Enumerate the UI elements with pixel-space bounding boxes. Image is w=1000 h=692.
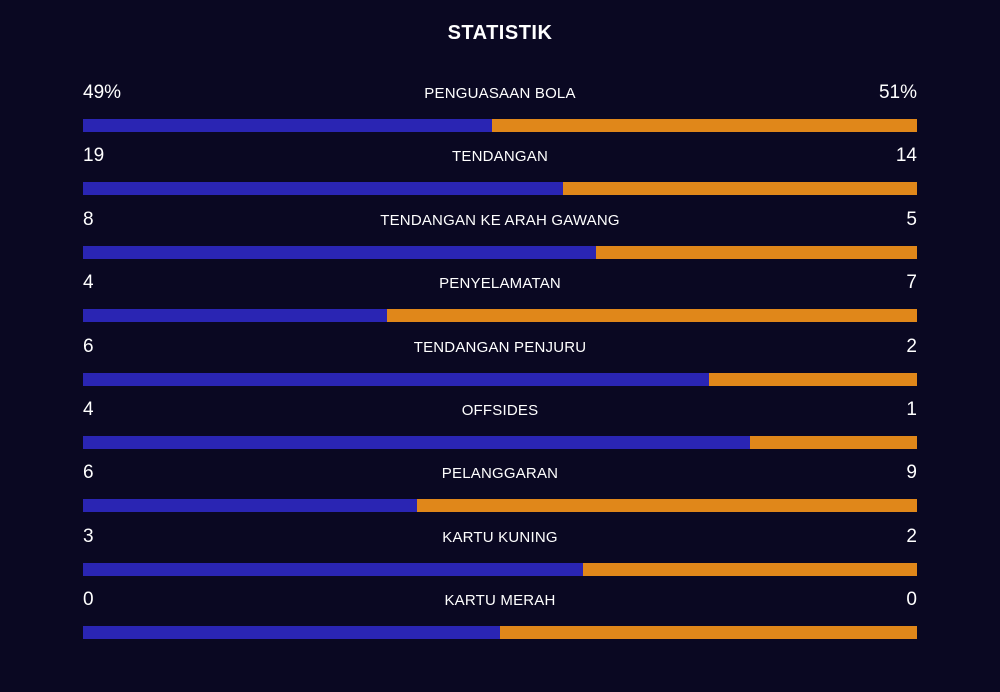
comparison-bar xyxy=(83,499,917,513)
comparison-bar xyxy=(83,182,917,196)
stat-label: PENYELAMATAN xyxy=(439,275,561,293)
stat-label: PENGUASAAN BOLA xyxy=(424,85,576,102)
comparison-bar xyxy=(83,119,917,132)
home-value: 4 xyxy=(83,272,94,294)
home-bar-segment xyxy=(83,245,596,259)
home-value: 4 xyxy=(83,398,94,420)
stat-label: TENDANGAN KE ARAH GAWANG xyxy=(380,211,620,229)
home-bar-segment xyxy=(83,562,584,576)
away-bar-segment xyxy=(750,435,917,449)
home-value: 8 xyxy=(83,208,94,230)
away-value: 51% xyxy=(878,82,917,103)
home-value: 0 xyxy=(83,589,94,611)
home-bar-segment xyxy=(83,372,709,386)
stat-row-corners: 6 TENDANGAN PENJURU 2 xyxy=(83,336,917,399)
away-bar-segment xyxy=(500,626,917,640)
away-value: 1 xyxy=(906,398,917,420)
stat-label: KARTU MERAH xyxy=(444,592,556,610)
away-value: 5 xyxy=(906,208,917,230)
home-bar-segment xyxy=(83,182,564,196)
stat-row-fouls: 6 PELANGGARAN 9 xyxy=(83,462,917,525)
stat-row-shots: 19 TENDANGAN 14 xyxy=(83,145,917,208)
home-value: 3 xyxy=(83,525,94,547)
home-value: 49% xyxy=(83,82,122,103)
home-value: 6 xyxy=(83,335,94,357)
stat-row-possession: 49% PENGUASAAN BOLA 51% xyxy=(83,82,917,145)
stat-label: TENDANGAN PENJURU xyxy=(413,338,587,356)
stat-label: PELANGGARAN xyxy=(441,465,559,483)
home-value: 19 xyxy=(83,145,105,167)
home-bar-segment xyxy=(83,119,492,132)
stat-label: TENDANGAN xyxy=(452,148,548,166)
stat-label: KARTU KUNING xyxy=(442,528,558,546)
stat-row-red-cards: 0 KARTU MERAH 0 xyxy=(83,589,917,652)
comparison-bar xyxy=(83,626,917,640)
stat-label: OFFSIDES xyxy=(461,401,539,419)
away-value: 0 xyxy=(906,589,917,611)
away-bar-segment xyxy=(491,119,917,132)
away-value: 7 xyxy=(906,272,917,294)
comparison-bar xyxy=(83,309,917,323)
stat-row-yellow-cards: 3 KARTU KUNING 2 xyxy=(83,526,917,589)
comparison-bar xyxy=(83,372,917,386)
home-bar-segment xyxy=(83,626,500,640)
away-value: 2 xyxy=(906,335,917,357)
comparison-bar xyxy=(83,435,917,449)
home-bar-segment xyxy=(83,435,751,449)
away-value: 2 xyxy=(906,525,917,547)
stat-row-offsides: 4 OFFSIDES 1 xyxy=(83,399,917,462)
away-value: 14 xyxy=(895,145,917,167)
away-bar-segment xyxy=(386,309,917,323)
away-bar-segment xyxy=(708,372,917,386)
stat-row-saves: 4 PENYELAMATAN 7 xyxy=(83,272,917,335)
comparison-bar xyxy=(83,245,917,259)
comparison-bar xyxy=(83,562,917,576)
stats-list: 49% PENGUASAAN BOLA 51% 19 TENDANGAN 14 … xyxy=(83,82,917,653)
away-value: 9 xyxy=(906,462,917,484)
away-bar-segment xyxy=(583,562,917,576)
away-bar-segment xyxy=(416,499,917,513)
home-value: 6 xyxy=(83,462,94,484)
home-bar-segment xyxy=(83,309,387,323)
stat-row-shots-on-target: 8 TENDANGAN KE ARAH GAWANG 5 xyxy=(83,209,917,272)
away-bar-segment xyxy=(595,245,917,259)
home-bar-segment xyxy=(83,499,417,513)
away-bar-segment xyxy=(563,182,917,196)
page-title: STATISTIK xyxy=(447,22,553,44)
